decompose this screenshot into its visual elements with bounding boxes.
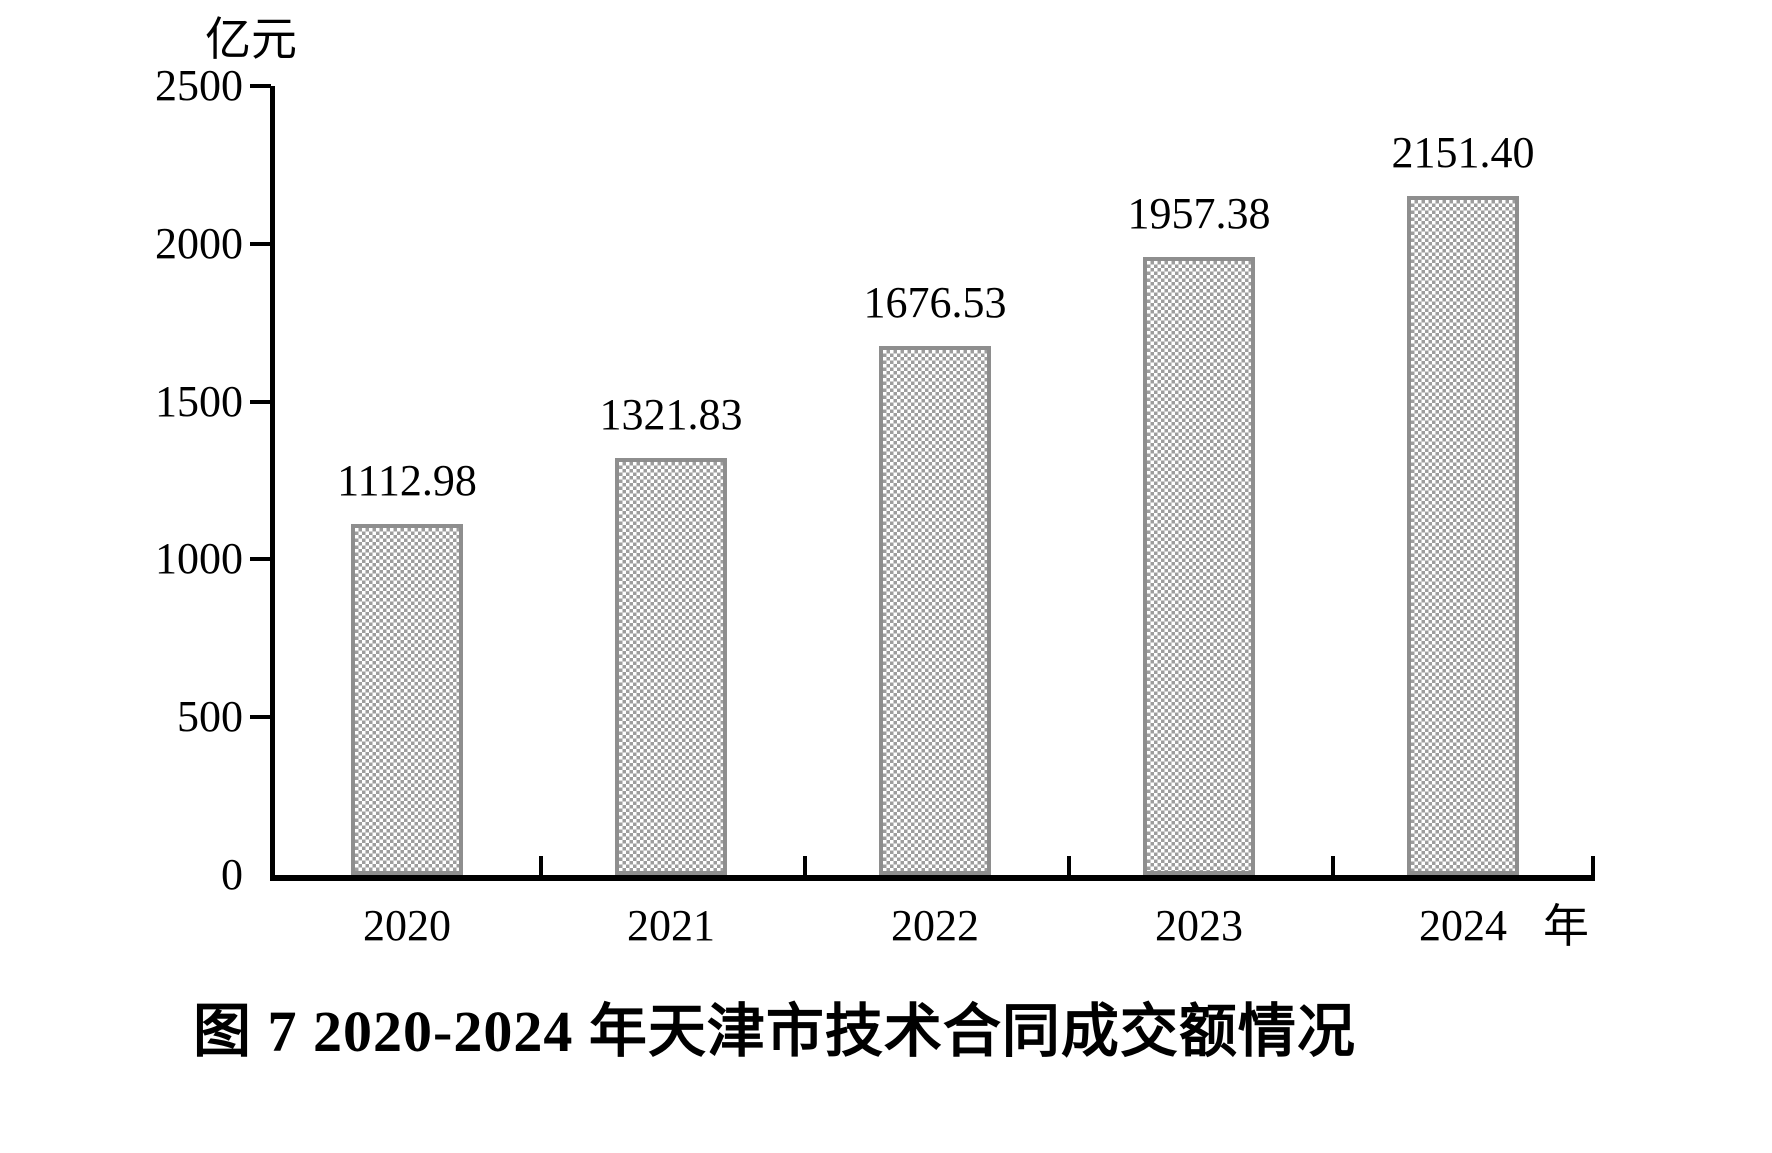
x-tick-label-2024: 2024 <box>1419 901 1507 950</box>
y-tick-label-1500: 1500 <box>155 376 243 426</box>
bar-2023 <box>1143 257 1255 875</box>
x-axis-tick-3 <box>1067 856 1071 875</box>
x-axis-end-tick <box>1591 856 1595 875</box>
bar-value-label-2020: 1112.98 <box>337 456 477 505</box>
x-tick-label-2023: 2023 <box>1155 901 1243 950</box>
y-tick-label-0: 0 <box>221 850 243 899</box>
bar-2021 <box>615 458 727 875</box>
bar-2024 <box>1407 196 1519 875</box>
x-axis-unit-label: 年 <box>1543 901 1589 952</box>
bar-2020 <box>351 524 463 875</box>
x-axis-tick-1 <box>539 856 543 875</box>
bar-2022 <box>879 346 991 875</box>
y-axis-tick-2000 <box>250 241 271 246</box>
bar-value-label-2022: 1676.53 <box>863 278 1007 327</box>
y-tick-label-2000: 2000 <box>155 218 243 268</box>
y-axis-line <box>270 86 275 881</box>
bar-value-label-2024: 2151.40 <box>1391 128 1535 177</box>
y-axis-tick-1000 <box>250 557 271 562</box>
x-axis-tick-2 <box>803 856 807 875</box>
y-tick-label-2500: 2500 <box>155 61 243 110</box>
y-axis-unit-label: 亿元 <box>205 14 297 65</box>
x-axis-tick-4 <box>1331 856 1335 875</box>
figure-caption: 图 7 2020-2024 年天津市技术合同成交额情况 <box>193 999 1356 1064</box>
y-axis-tick-500 <box>250 715 271 720</box>
bar-value-label-2021: 1321.83 <box>599 390 743 439</box>
y-axis-tick-2500 <box>250 84 271 88</box>
bar-value-label-2023: 1957.38 <box>1127 189 1271 238</box>
y-tick-label-1000: 1000 <box>155 534 243 584</box>
x-tick-label-2020: 2020 <box>363 901 451 950</box>
x-tick-label-2022: 2022 <box>891 901 979 950</box>
x-axis-line <box>270 875 1595 881</box>
y-tick-label-500: 500 <box>177 692 243 742</box>
y-axis-tick-1500 <box>250 399 271 404</box>
x-tick-label-2021: 2021 <box>627 901 715 950</box>
